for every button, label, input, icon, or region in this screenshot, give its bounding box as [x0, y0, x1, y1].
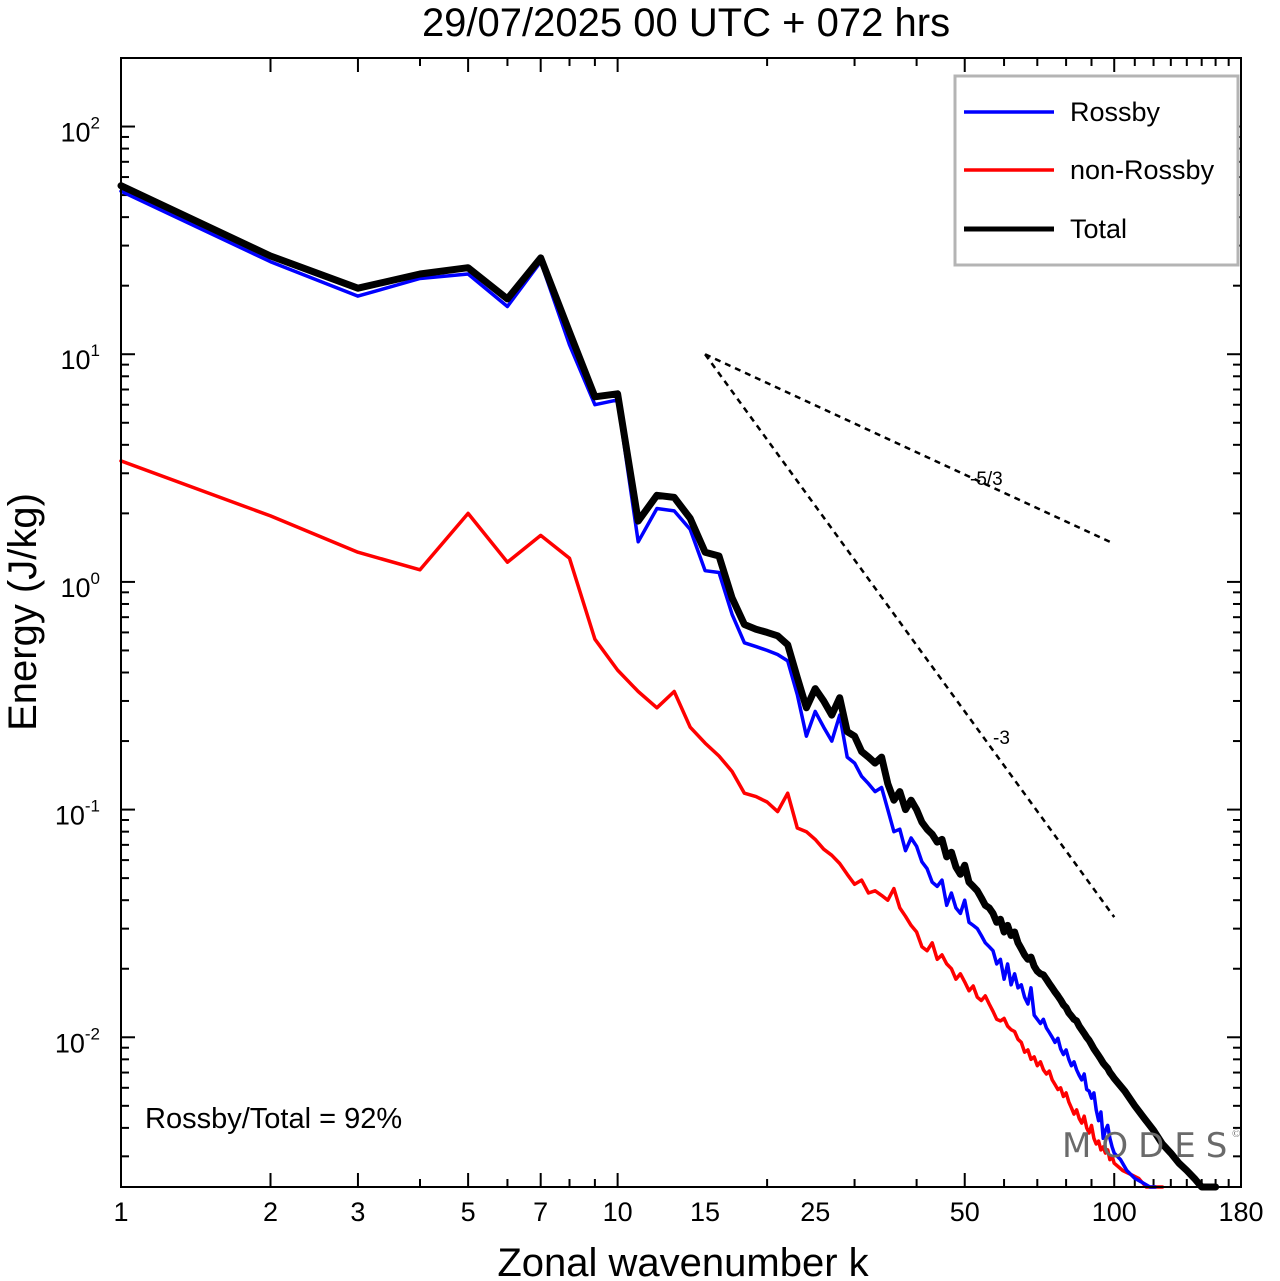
slope-line — [704, 353, 1115, 545]
data-series — [117, 182, 1220, 1191]
y-tick-label: 102 — [60, 114, 100, 148]
legend-label-total: Total — [1070, 214, 1127, 244]
rossby-total-ratio: Rossby/Total = 92% — [145, 1103, 402, 1135]
x-tick-label: 5 — [461, 1197, 476, 1227]
axis-ticks — [120, 57, 1242, 1187]
legend: Rossby non-Rossby Total — [953, 74, 1240, 267]
slope-label: -3 — [993, 728, 1010, 749]
x-tick-label: 25 — [800, 1197, 830, 1227]
series-line-rossby — [119, 189, 1158, 1189]
watermark: MODES © — [1062, 1126, 1240, 1166]
x-tick-label: 180 — [1218, 1197, 1263, 1227]
y-tick-label: 101 — [60, 341, 100, 375]
slope-line — [704, 353, 1116, 918]
watermark-copyright: © — [1232, 1128, 1240, 1140]
slope-label: -5/3 — [970, 469, 1003, 490]
watermark-text: MODES — [1062, 1126, 1237, 1166]
y-axis-label: Energy (J/kg) — [1, 493, 45, 731]
x-axis-label: Zonal wavenumber k — [497, 1241, 869, 1281]
series-line-total — [117, 182, 1220, 1191]
x-tick-label: 7 — [533, 1197, 548, 1227]
series-line-non-rossby — [119, 459, 1165, 1189]
x-tick-label: 3 — [350, 1197, 365, 1227]
x-tick-label: 2 — [263, 1197, 278, 1227]
plot-frame — [120, 57, 1242, 1188]
x-tick-labels: 1 2 3 5 7 10 15 25 50 100 180 — [113, 1197, 1263, 1227]
legend-label-non-rossby: non-Rossby — [1070, 155, 1215, 185]
chart-title: 29/07/2025 00 UTC + 072 hrs — [422, 1, 950, 45]
x-tick-label: 50 — [950, 1197, 980, 1227]
y-tick-label: 10-2 — [55, 1024, 100, 1058]
y-tick-label: 100 — [60, 569, 100, 603]
x-tick-label: 100 — [1092, 1197, 1137, 1227]
x-tick-label: 15 — [690, 1197, 720, 1227]
y-tick-labels: 102 101 100 10-1 10-2 — [55, 114, 100, 1059]
legend-label-rossby: Rossby — [1070, 97, 1161, 127]
x-tick-label: 10 — [603, 1197, 633, 1227]
reference-slopes: -5/3 -3 — [704, 353, 1116, 918]
y-tick-label: 10-1 — [55, 797, 100, 831]
x-tick-label: 1 — [113, 1197, 128, 1227]
